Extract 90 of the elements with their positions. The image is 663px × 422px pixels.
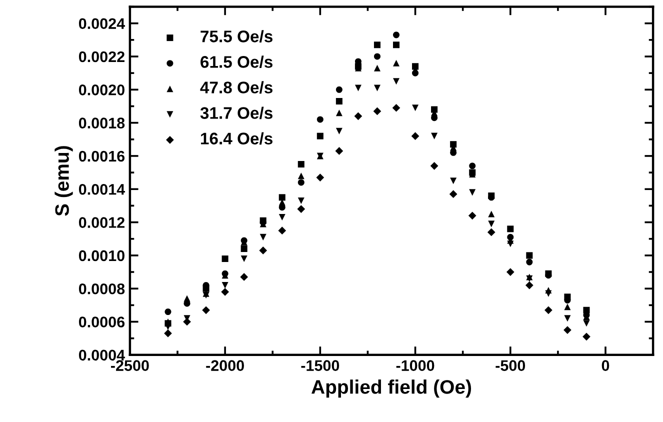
point <box>469 162 476 170</box>
point <box>336 98 342 105</box>
point <box>411 132 420 140</box>
y-tick-label: 0.0024 <box>78 18 126 30</box>
y-tick-label: 0.0008 <box>78 283 125 294</box>
point <box>487 228 496 236</box>
point <box>240 273 248 281</box>
y-tick-label: 0.0012 <box>78 217 124 228</box>
legend-label: 61.5 Oe/s <box>200 56 272 68</box>
y-tick-label: 0.0014 <box>78 184 126 195</box>
point <box>316 116 324 123</box>
point <box>164 308 172 316</box>
point <box>564 315 571 322</box>
point <box>298 179 304 186</box>
y-axis-title: S (emu) <box>54 146 73 216</box>
point <box>278 226 286 234</box>
point <box>507 226 514 232</box>
point <box>297 205 306 213</box>
point <box>278 194 286 201</box>
legend-label: 47.8 Oe/s <box>200 81 272 94</box>
point <box>583 320 590 327</box>
y-tick-label: 0.0016 <box>78 150 125 162</box>
point <box>392 104 400 112</box>
point <box>336 86 342 93</box>
y-tick-label: 0.0004 <box>78 350 126 361</box>
point <box>507 240 514 248</box>
y-tick-label: 0.0020 <box>78 84 124 96</box>
point <box>469 189 476 196</box>
point <box>506 268 514 276</box>
point <box>278 214 286 221</box>
point <box>393 42 400 48</box>
y-tick-label: 0.0022 <box>78 51 124 62</box>
point <box>240 255 248 262</box>
point <box>431 132 438 140</box>
point <box>393 60 400 66</box>
point <box>374 84 380 92</box>
y-tick-label: 0.0006 <box>78 316 125 328</box>
x-tick-label: -2000 <box>206 360 244 371</box>
point <box>544 306 552 314</box>
point <box>412 104 419 112</box>
x-axis-title: Applied field (Oe) <box>312 380 472 398</box>
point <box>354 112 362 120</box>
point <box>259 246 268 254</box>
point <box>316 174 324 182</box>
point <box>373 107 382 116</box>
legend-label: 31.7 Oe/s <box>200 106 272 120</box>
point <box>449 190 458 198</box>
point <box>316 132 324 140</box>
x-tick-label: -2500 <box>111 360 149 371</box>
legend-label: 16.4 Oe/s <box>200 132 272 145</box>
point <box>222 282 228 289</box>
point <box>374 42 380 48</box>
point <box>525 281 534 290</box>
point <box>298 160 304 168</box>
point <box>336 128 342 134</box>
point <box>240 246 248 252</box>
y-tick-label: 0.0018 <box>78 118 125 128</box>
point <box>374 53 380 60</box>
point <box>335 147 344 155</box>
point <box>526 252 533 259</box>
y-tick-label: 0.0010 <box>78 250 124 262</box>
point <box>374 64 380 72</box>
x-tick-label: -1000 <box>396 360 434 371</box>
point <box>526 258 533 266</box>
x-tick-label: 0 <box>602 360 610 371</box>
point <box>336 110 342 116</box>
legend-label: 75.5 Oe/s <box>200 30 272 42</box>
point <box>221 288 229 296</box>
point <box>222 255 228 262</box>
point <box>488 220 495 228</box>
point <box>298 197 304 204</box>
point <box>298 172 304 180</box>
x-tick-label: -500 <box>496 360 526 371</box>
point <box>393 78 400 85</box>
x-tick-label: -1500 <box>301 360 340 371</box>
point <box>164 323 172 330</box>
point <box>545 290 552 297</box>
point <box>260 234 266 240</box>
point <box>164 329 172 338</box>
point <box>184 295 190 302</box>
point <box>564 304 571 310</box>
point <box>393 32 400 38</box>
point <box>582 332 590 341</box>
point <box>430 162 438 170</box>
point <box>354 84 362 92</box>
point <box>488 210 495 218</box>
point <box>450 178 457 184</box>
point <box>564 326 572 334</box>
point <box>202 306 210 314</box>
point <box>468 212 476 220</box>
